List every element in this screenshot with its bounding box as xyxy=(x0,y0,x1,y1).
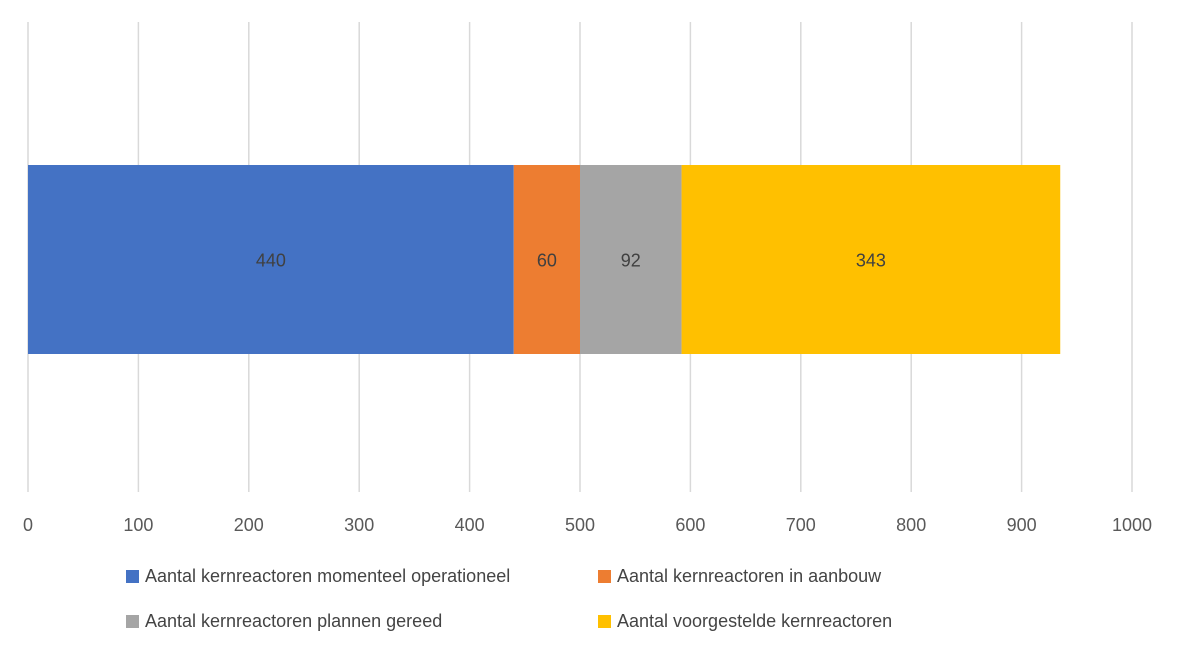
data-label-2: 92 xyxy=(621,251,641,271)
bar-segment-3 xyxy=(681,165,1061,354)
x-tick-label: 400 xyxy=(455,515,485,535)
x-tick-label: 100 xyxy=(123,515,153,535)
bar-segment-1 xyxy=(513,165,580,354)
data-labels: 440 60 92 343 xyxy=(256,251,886,271)
x-tick-label: 0 xyxy=(23,515,33,535)
data-label-0: 440 xyxy=(256,251,286,271)
x-tick-label: 200 xyxy=(234,515,264,535)
x-tick-label: 1000 xyxy=(1112,515,1152,535)
x-tick-label: 600 xyxy=(675,515,705,535)
x-axis-ticks: 0 100 200 300 400 500 600 700 800 900 1000 xyxy=(23,515,1152,535)
x-tick-label: 800 xyxy=(896,515,926,535)
data-label-1: 60 xyxy=(537,251,557,271)
bars xyxy=(28,165,1061,354)
x-tick-label: 500 xyxy=(565,515,595,535)
bar-segment-2 xyxy=(580,165,682,354)
x-tick-label: 700 xyxy=(786,515,816,535)
data-label-3: 343 xyxy=(856,251,886,271)
x-tick-label: 300 xyxy=(344,515,374,535)
x-tick-label: 900 xyxy=(1007,515,1037,535)
bar-segment-0 xyxy=(28,165,514,354)
